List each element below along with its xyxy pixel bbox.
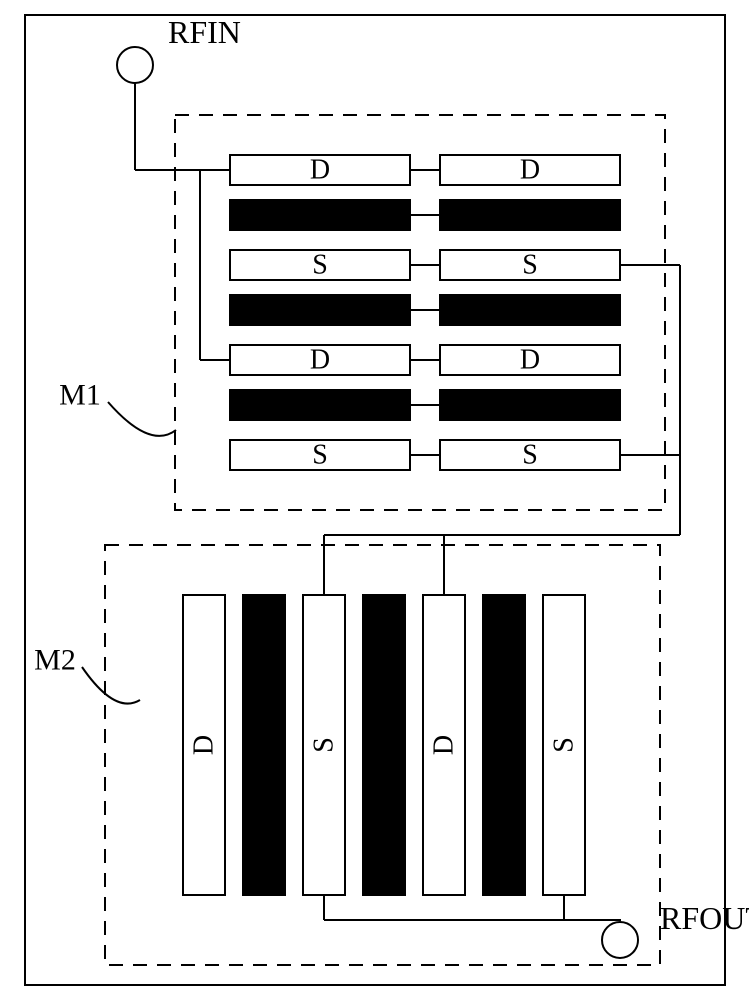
m1-label-l-0: D <box>310 155 330 186</box>
m1-bar-l-3 <box>230 295 410 325</box>
m2-bar-3 <box>363 595 405 895</box>
m2-label-4: D <box>429 735 460 755</box>
rfin-port <box>117 47 153 83</box>
circuit-diagram: D D S S D D S S D S D S M1 M2 RFIN RFOUT <box>0 0 749 1000</box>
m1-bar-r-1 <box>440 200 620 230</box>
m1-label-l-2: S <box>312 250 328 281</box>
m1-label: M1 <box>59 379 101 412</box>
m1-label-l-4: D <box>310 345 330 376</box>
m2-label: M2 <box>34 644 76 677</box>
m2-leader <box>82 667 140 704</box>
m1-label-l-6: S <box>312 440 328 471</box>
m1-leader <box>108 402 176 436</box>
rfin-label: RFIN <box>168 14 241 50</box>
m2-bar-1 <box>243 595 285 895</box>
m1-label-r-0: D <box>520 155 540 186</box>
m2-label-2: S <box>309 737 340 753</box>
m2-label-6: S <box>549 737 580 753</box>
m1-label-r-2: S <box>522 250 538 281</box>
rfout-label: RFOUT <box>660 900 749 936</box>
m1-bar-r-5 <box>440 390 620 420</box>
m1-bar-l-1 <box>230 200 410 230</box>
m2-label-0: D <box>189 735 220 755</box>
rfout-port <box>602 922 638 958</box>
m1-bar-l-5 <box>230 390 410 420</box>
m1-label-r-6: S <box>522 440 538 471</box>
m1-label-r-4: D <box>520 345 540 376</box>
m1-bar-r-3 <box>440 295 620 325</box>
m2-bar-5 <box>483 595 525 895</box>
